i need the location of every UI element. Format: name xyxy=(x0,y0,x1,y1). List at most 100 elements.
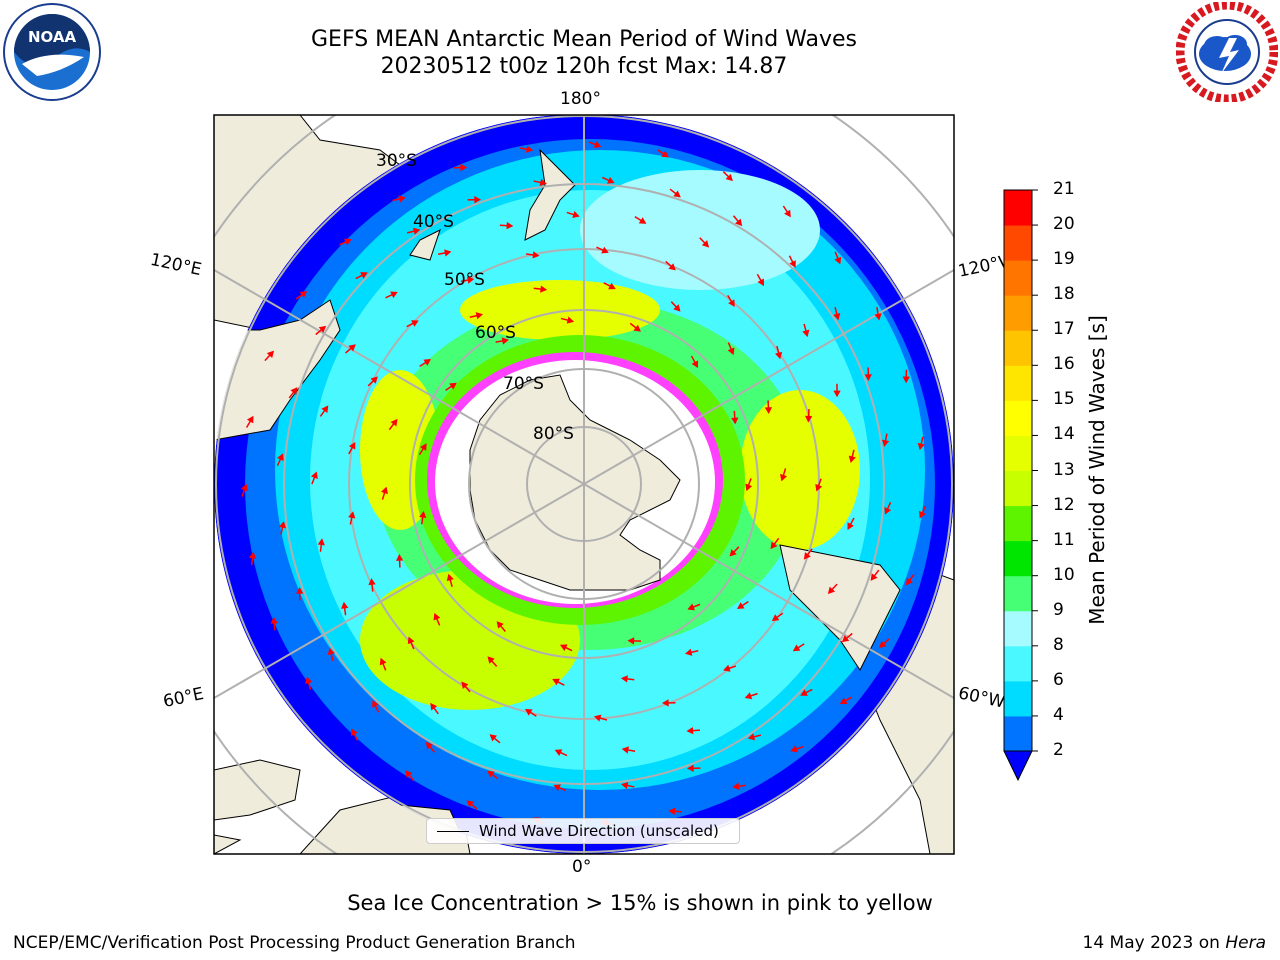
wave-arrow-head xyxy=(905,577,913,586)
wave-arrow-head xyxy=(305,676,313,684)
sea-ice-note: Sea Ice Concentration > 15% is shown in … xyxy=(347,891,933,915)
wave-arrow-head xyxy=(348,511,356,519)
wave-arrow-head xyxy=(744,692,753,700)
wave-arrow-head xyxy=(299,290,308,298)
wave-arrow-head xyxy=(638,217,647,224)
wave-arrow-head xyxy=(553,784,561,792)
wave-arrow-head xyxy=(780,473,788,482)
wave-arrow-head xyxy=(310,471,318,480)
wave-arrow-head xyxy=(728,299,735,307)
wave-arrow-head xyxy=(248,551,257,559)
wave-arrow-head xyxy=(725,173,733,182)
wave-arrow-head xyxy=(317,538,325,546)
wave-arrow-head xyxy=(792,644,801,652)
wave-arrow-head xyxy=(736,602,745,609)
wave-arrow-head xyxy=(449,382,457,390)
wave-arrow-head xyxy=(919,510,926,519)
colorbar-label: Mean Period of Wind Waves [s] xyxy=(1085,315,1109,625)
wave-arrow-head xyxy=(593,141,602,148)
lat-label-60s: 60°S xyxy=(475,323,516,343)
colorbar-tick-label: 2 xyxy=(1053,740,1064,760)
wave-arrow-head xyxy=(775,351,783,360)
wave-arrow-head xyxy=(444,249,452,257)
wave-arrow-head xyxy=(572,211,580,218)
wave-arrow-head xyxy=(839,697,848,705)
wave-arrow-head xyxy=(398,195,406,203)
wave-arrow-head xyxy=(566,316,575,324)
wave-arrow-head xyxy=(917,442,925,451)
wave-arrow-head xyxy=(608,282,616,290)
wave-arrow-head xyxy=(686,726,694,735)
wave-arrow-head xyxy=(321,405,329,413)
wave-arrow-head xyxy=(446,573,454,582)
wave-arrow-head xyxy=(360,272,368,279)
wave-arrow-head xyxy=(525,145,534,153)
wave-arrow-head xyxy=(770,541,778,550)
wave-arrow-head xyxy=(771,614,780,622)
colorbar-segment xyxy=(1004,365,1032,401)
wave-arrow-head xyxy=(784,209,791,218)
colorbar-tick-label: 14 xyxy=(1053,424,1075,445)
wave-arrow-head xyxy=(460,163,468,172)
wave-arrow-head xyxy=(425,741,433,750)
wave-arrow-head xyxy=(524,708,533,716)
wave-arrow-head xyxy=(764,407,773,415)
wave-arrow-head xyxy=(405,770,413,778)
wave-arrow-head xyxy=(757,278,764,287)
wave-arrow-head xyxy=(539,178,547,187)
colorbar-segment xyxy=(1004,295,1032,331)
wave-arrow-head xyxy=(874,313,882,321)
wave-arrow-head xyxy=(240,483,248,492)
colorbar-segment xyxy=(1004,435,1032,471)
wave-arrow-head xyxy=(745,483,753,492)
wave-arrow-head xyxy=(747,733,756,741)
lat-label-40s: 40°S xyxy=(413,212,454,232)
wave-arrow-head xyxy=(290,387,298,395)
wave-arrow-head xyxy=(847,522,854,530)
wave-arrow-head xyxy=(833,312,841,321)
wave-arrow-head xyxy=(620,675,628,683)
wave-arrow-head xyxy=(673,190,681,198)
wave-arrow-head xyxy=(278,521,287,529)
colorbar-tick-label: 13 xyxy=(1053,459,1075,480)
nws-logo xyxy=(1176,2,1278,102)
wave-arrow-head xyxy=(430,702,438,711)
wave-arrow-head xyxy=(668,263,676,271)
map-legend: Wind Wave Direction (unscaled) xyxy=(426,818,740,844)
wave-arrow-head xyxy=(559,644,568,652)
lat-label-50s: 50°S xyxy=(444,270,485,290)
date-prefix: 14 May 2023 on xyxy=(1082,933,1220,953)
wave-arrow-head xyxy=(804,415,813,423)
machine-name: Hera xyxy=(1225,933,1266,953)
wave-arrow-head xyxy=(848,455,856,463)
wave-arrow-head xyxy=(684,648,693,656)
wave-arrow-head xyxy=(633,324,641,332)
wave-arrow-head xyxy=(348,344,356,352)
wave-arrow-head xyxy=(790,745,798,753)
wave-arrow-head xyxy=(729,549,737,557)
wave-arrow-head xyxy=(419,443,427,451)
wave-arrow-head xyxy=(884,507,892,515)
wave-arrow-head xyxy=(627,637,635,645)
wave-arrow-head xyxy=(732,782,740,790)
wave-arrow-head xyxy=(395,553,404,561)
lat-label-30s: 30°S xyxy=(376,151,417,171)
wave-arrow-head xyxy=(348,441,356,450)
wave-arrow-head xyxy=(461,681,469,690)
colorbar-segment xyxy=(1004,190,1032,226)
colorbar-segment xyxy=(1004,540,1032,577)
chart-subtitle: 20230512 t00z 120h fcst Max: 14.87 xyxy=(380,54,788,79)
noaa-logo: NOAA xyxy=(3,3,101,101)
wave-arrow-head xyxy=(246,415,254,424)
colorbar-segment xyxy=(1004,575,1032,612)
colorbar-tick-label: 16 xyxy=(1053,354,1075,375)
wave-arrow-head xyxy=(731,417,739,425)
wave-arrow-head xyxy=(902,376,910,384)
colorbar-tick-label: 8 xyxy=(1053,634,1064,655)
wave-arrow-head xyxy=(735,218,743,227)
wave-arrow-head xyxy=(489,734,498,742)
wave-arrow-head xyxy=(467,276,475,284)
colorbar-tick-label: 4 xyxy=(1053,704,1064,725)
wave-arrow-head xyxy=(496,621,504,629)
